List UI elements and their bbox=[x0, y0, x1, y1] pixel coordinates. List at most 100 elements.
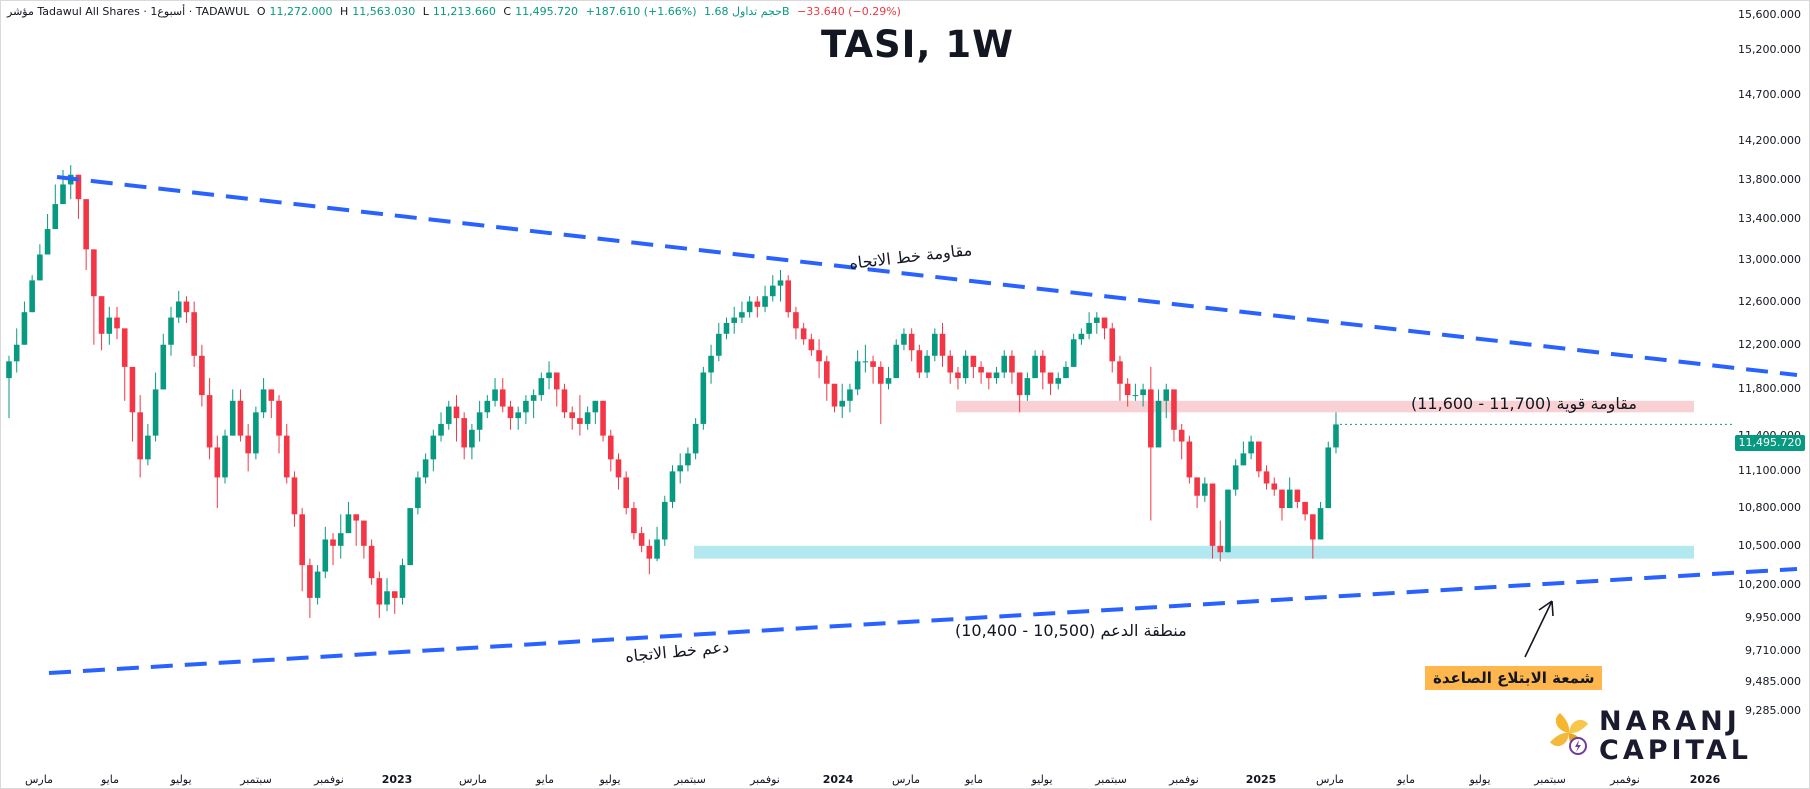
candle-body bbox=[222, 435, 228, 478]
candle-body bbox=[175, 301, 182, 318]
candle-body bbox=[924, 355, 930, 373]
candle-body bbox=[1240, 453, 1247, 466]
candle-body bbox=[793, 312, 799, 329]
price-tick: 10,500.000 bbox=[1738, 538, 1801, 552]
candle-body bbox=[368, 545, 375, 579]
candle-body bbox=[376, 578, 383, 605]
candle-body bbox=[523, 400, 529, 413]
time-tick: نوفمبر bbox=[750, 773, 780, 786]
candle-body bbox=[816, 350, 822, 362]
volume-value: حجم تداول 1.68B bbox=[704, 5, 790, 18]
trendline-resistance[interactable] bbox=[56, 175, 1798, 377]
candle-body bbox=[993, 372, 1000, 379]
candle-body bbox=[237, 400, 244, 436]
price-tick: 9,710.000 bbox=[1745, 643, 1801, 657]
candle-body bbox=[37, 254, 43, 281]
support-zone-label: منطقة الدعم (10,500 - 10,400) bbox=[955, 621, 1187, 640]
candle-body bbox=[1101, 317, 1108, 329]
candle-body bbox=[469, 429, 475, 448]
candle-body bbox=[129, 366, 136, 413]
trendline-support[interactable] bbox=[48, 567, 1798, 675]
candle-body bbox=[607, 435, 614, 460]
candle-body bbox=[754, 301, 761, 307]
candle-body bbox=[60, 184, 66, 205]
candle-body bbox=[669, 471, 676, 502]
candle-body bbox=[854, 361, 861, 390]
candle-body bbox=[1094, 317, 1100, 323]
price-tick: 9,285.000 bbox=[1745, 703, 1801, 717]
candle-body bbox=[1117, 361, 1123, 384]
open-value: 11,272.000 bbox=[269, 5, 333, 18]
candle-body bbox=[499, 389, 506, 407]
candle-body bbox=[569, 412, 575, 419]
time-tick: مايو bbox=[536, 773, 554, 786]
candle-body bbox=[206, 395, 213, 448]
candle-body bbox=[932, 333, 938, 356]
candle-body bbox=[307, 565, 313, 598]
candle-body bbox=[615, 459, 622, 478]
candle-body bbox=[422, 459, 429, 478]
time-tick: سبتمبر bbox=[1534, 773, 1566, 786]
candle-body bbox=[870, 361, 876, 367]
candle-body bbox=[746, 301, 753, 313]
candle-body bbox=[75, 174, 82, 200]
strong-resistance-label: مقاومة قوية (11,700 - 11,600) bbox=[1411, 394, 1637, 413]
time-tick: 2023 bbox=[381, 773, 413, 786]
logo-line-2: CAPITAL bbox=[1599, 735, 1752, 766]
candle-body bbox=[823, 361, 830, 384]
candle-body bbox=[538, 378, 545, 396]
candle-body bbox=[1333, 424, 1339, 448]
candle-body bbox=[862, 361, 869, 363]
candle-body bbox=[461, 418, 467, 448]
candle-body bbox=[44, 229, 51, 255]
candle-body bbox=[1055, 378, 1062, 384]
candle-body bbox=[29, 280, 35, 313]
candle-body bbox=[399, 565, 406, 598]
candle-body bbox=[769, 285, 776, 297]
candle-body bbox=[114, 317, 120, 329]
candle-body bbox=[337, 533, 344, 546]
candle-body bbox=[1217, 545, 1224, 553]
time-tick: نوفمبر bbox=[1610, 773, 1640, 786]
high-value: 11,563.030 bbox=[352, 5, 416, 18]
candle-body bbox=[430, 435, 437, 460]
time-tick: سبتمبر bbox=[1095, 773, 1127, 786]
candle-body bbox=[1248, 441, 1254, 454]
candle-body bbox=[1263, 471, 1270, 484]
change-value: +187.610 (+1.66%) bbox=[585, 5, 697, 18]
low-value: 11,213.660 bbox=[432, 5, 496, 18]
symbol-name[interactable]: مؤشر Tadawul All Shares · 1أسبوع · TADAW… bbox=[7, 5, 250, 18]
price-tick: 12,600.000 bbox=[1738, 294, 1801, 308]
candle-body bbox=[692, 423, 699, 454]
candle-body bbox=[646, 545, 653, 559]
candle-body bbox=[291, 477, 298, 515]
candle-body bbox=[939, 333, 946, 356]
candle-body bbox=[584, 412, 591, 424]
candle-body bbox=[168, 317, 174, 345]
candle-body bbox=[6, 361, 12, 379]
time-tick: يوليو bbox=[1031, 773, 1053, 786]
price-tick: 12,200.000 bbox=[1738, 337, 1801, 351]
candle-body bbox=[1063, 366, 1069, 379]
candle-body bbox=[91, 249, 97, 297]
candle-body bbox=[445, 406, 452, 424]
candle-body bbox=[268, 389, 275, 401]
candle-body bbox=[1148, 389, 1154, 448]
price-tick: 13,000.000 bbox=[1738, 252, 1801, 266]
price-tick: 11,800.000 bbox=[1738, 382, 1801, 396]
time-tick: مارس bbox=[459, 773, 487, 786]
candle-body bbox=[384, 591, 390, 605]
candle-body bbox=[52, 204, 59, 230]
candle-body bbox=[276, 400, 282, 436]
candle-body bbox=[553, 372, 560, 390]
time-tick: مارس bbox=[892, 773, 920, 786]
candle-body bbox=[199, 355, 205, 396]
time-tick: مارس bbox=[1316, 773, 1344, 786]
open-label: O bbox=[256, 5, 266, 18]
candle-body bbox=[908, 333, 915, 351]
candle-body bbox=[677, 465, 684, 472]
candle-body bbox=[1256, 441, 1262, 472]
candle-body bbox=[407, 508, 413, 566]
candle-body bbox=[1271, 483, 1278, 490]
